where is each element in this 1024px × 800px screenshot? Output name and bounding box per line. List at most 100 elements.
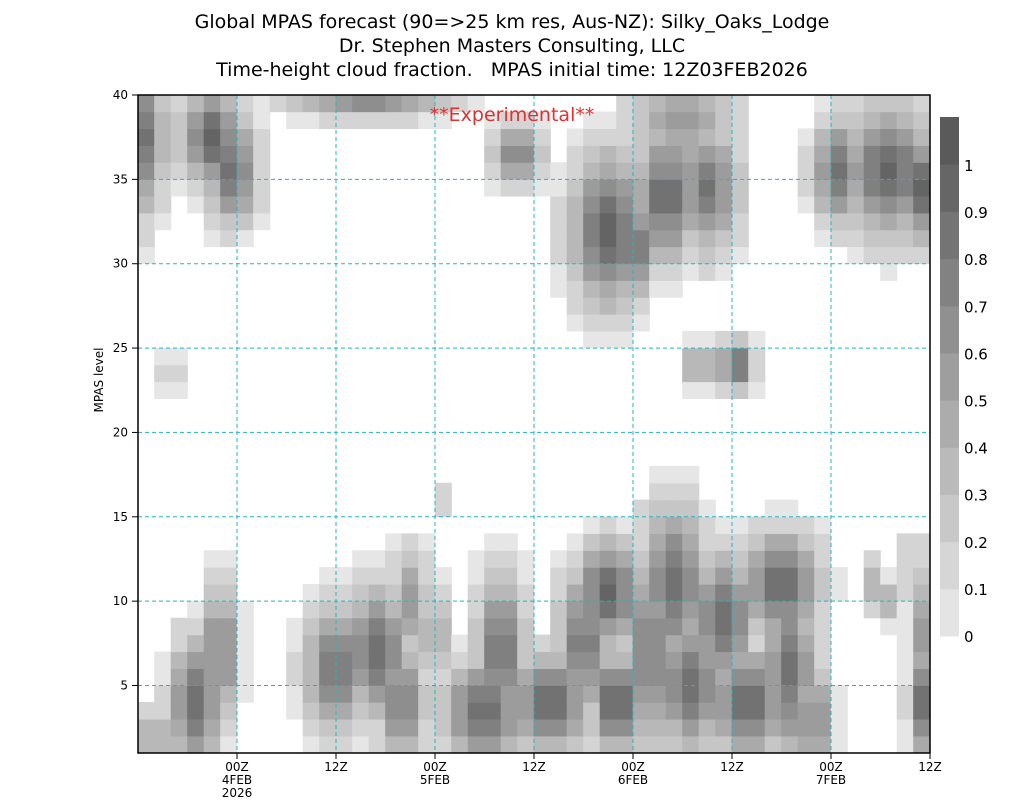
cloud-fraction-cell bbox=[665, 702, 683, 720]
cloud-fraction-cell bbox=[896, 702, 914, 720]
cloud-fraction-cell bbox=[649, 600, 667, 619]
cloud-fraction-cell bbox=[236, 685, 254, 703]
cloud-fraction-cell bbox=[154, 145, 172, 163]
cloud-fraction-cell bbox=[731, 550, 749, 568]
cloud-fraction-cell bbox=[302, 702, 320, 720]
colorbar-label: 0.7 bbox=[964, 298, 988, 316]
cloud-fraction-cell bbox=[682, 179, 700, 197]
cloud-fraction-cell bbox=[253, 212, 271, 231]
cloud-fraction-cell bbox=[715, 668, 733, 686]
cloud-fraction-cell bbox=[517, 550, 535, 568]
cloud-fraction-cell bbox=[467, 617, 485, 636]
cloud-fraction-cell bbox=[913, 229, 931, 248]
cloud-fraction-cell bbox=[913, 195, 931, 214]
cloud-fraction-cell bbox=[583, 567, 601, 585]
cloud-fraction-cell bbox=[550, 550, 568, 568]
cloud-fraction-cell bbox=[913, 718, 931, 737]
cloud-fraction-cell bbox=[236, 212, 254, 231]
cloud-fraction-cell bbox=[500, 735, 518, 754]
chart-title-block: Global MPAS forecast (90=>25 km res, Aus… bbox=[0, 10, 1024, 82]
cloud-fraction-cell bbox=[814, 111, 832, 130]
cloud-fraction-cell bbox=[500, 111, 518, 130]
cloud-fraction-cell bbox=[913, 634, 931, 653]
cloud-fraction-cell bbox=[632, 297, 650, 315]
cloud-fraction-cell bbox=[170, 617, 188, 636]
cloud-fraction-cell bbox=[401, 94, 419, 113]
cloud-fraction-cell bbox=[599, 651, 617, 669]
cloud-fraction-cell bbox=[698, 179, 716, 197]
cloud-fraction-cell bbox=[286, 685, 304, 703]
cloud-fraction-cell bbox=[583, 212, 601, 231]
cloud-fraction-cell bbox=[484, 550, 502, 568]
cloud-fraction-cell bbox=[401, 583, 419, 602]
cloud-fraction-cell bbox=[682, 347, 700, 366]
cloud-fraction-cell bbox=[220, 94, 238, 113]
cloud-fraction-cell bbox=[154, 347, 172, 366]
cloud-fraction-cell bbox=[533, 145, 551, 163]
cloud-fraction-cell bbox=[830, 162, 848, 180]
cloud-fraction-cell bbox=[418, 600, 436, 619]
cloud-fraction-cell bbox=[698, 600, 716, 619]
cloud-fraction-cell bbox=[665, 668, 683, 686]
cloud-fraction-cell bbox=[170, 162, 188, 180]
cloud-fraction-cell bbox=[434, 735, 452, 754]
cloud-fraction-cell bbox=[319, 583, 337, 602]
cloud-fraction-cell bbox=[368, 111, 386, 130]
cloud-fraction-cell bbox=[649, 179, 667, 197]
cloud-fraction-cell bbox=[665, 567, 683, 585]
cloud-fraction-cell bbox=[797, 718, 815, 737]
cloud-fraction-cell bbox=[682, 364, 700, 383]
cloud-fraction-cell bbox=[616, 668, 634, 686]
cloud-fraction-cell bbox=[566, 297, 584, 315]
cloud-fraction-cell bbox=[220, 702, 238, 720]
cloud-fraction-cell bbox=[335, 600, 353, 619]
cloud-fraction-cell bbox=[830, 179, 848, 197]
x-tick-label: 00Z bbox=[621, 760, 645, 774]
cloud-fraction-cell bbox=[451, 94, 469, 113]
cloud-fraction-cell bbox=[880, 128, 898, 146]
cloud-fraction-cell bbox=[203, 668, 221, 686]
cloud-fraction-cell bbox=[154, 381, 172, 399]
y-tick-label: 5 bbox=[120, 679, 128, 693]
cloud-fraction-cell bbox=[715, 533, 733, 551]
cloud-fraction-cell bbox=[616, 516, 634, 534]
cloud-fraction-cell bbox=[385, 735, 403, 754]
cloud-fraction-cell bbox=[434, 651, 452, 669]
cloud-fraction-cell bbox=[599, 128, 617, 146]
cloud-fraction-cell bbox=[632, 718, 650, 737]
cloud-fraction-cell bbox=[731, 347, 749, 366]
cloud-fraction-cell bbox=[781, 600, 799, 619]
cloud-fraction-cell bbox=[913, 246, 931, 265]
cloud-fraction-cell bbox=[913, 617, 931, 636]
cloud-fraction-cell bbox=[731, 212, 749, 231]
cloud-fraction-cell bbox=[698, 516, 716, 534]
cloud-fraction-cell bbox=[814, 162, 832, 180]
cloud-fraction-cell bbox=[896, 567, 914, 585]
cloud-fraction-cell bbox=[418, 111, 436, 130]
cloud-fraction-cell bbox=[500, 583, 518, 602]
cloud-fraction-cell bbox=[665, 533, 683, 551]
cloud-fraction-cell bbox=[649, 685, 667, 703]
cloud-fraction-cell bbox=[137, 735, 155, 754]
cloud-fraction-cell bbox=[484, 735, 502, 754]
cloud-fraction-cell bbox=[368, 583, 386, 602]
cloud-fraction-cell bbox=[253, 94, 271, 113]
cloud-fraction-cell bbox=[302, 668, 320, 686]
x-tick-label: 12Z bbox=[918, 760, 942, 774]
cloud-fraction-cell bbox=[632, 702, 650, 720]
cloud-fraction-cell bbox=[682, 212, 700, 231]
cloud-fraction-cell bbox=[401, 634, 419, 653]
cloud-fraction-cell bbox=[467, 718, 485, 737]
cloud-fraction-cell bbox=[517, 145, 535, 163]
cloud-fraction-cell bbox=[665, 195, 683, 214]
cloud-fraction-cell bbox=[566, 179, 584, 197]
cloud-fraction-cell bbox=[550, 195, 568, 214]
y-tick-label: 40 bbox=[113, 88, 128, 102]
cloud-fraction-cell bbox=[154, 94, 172, 113]
cloud-fraction-cell bbox=[550, 718, 568, 737]
cloud-fraction-cell bbox=[599, 145, 617, 163]
cloud-fraction-cell bbox=[599, 263, 617, 281]
cloud-fraction-cell bbox=[550, 668, 568, 686]
cloud-fraction-cell bbox=[715, 229, 733, 248]
cloud-fraction-cell bbox=[913, 735, 931, 754]
